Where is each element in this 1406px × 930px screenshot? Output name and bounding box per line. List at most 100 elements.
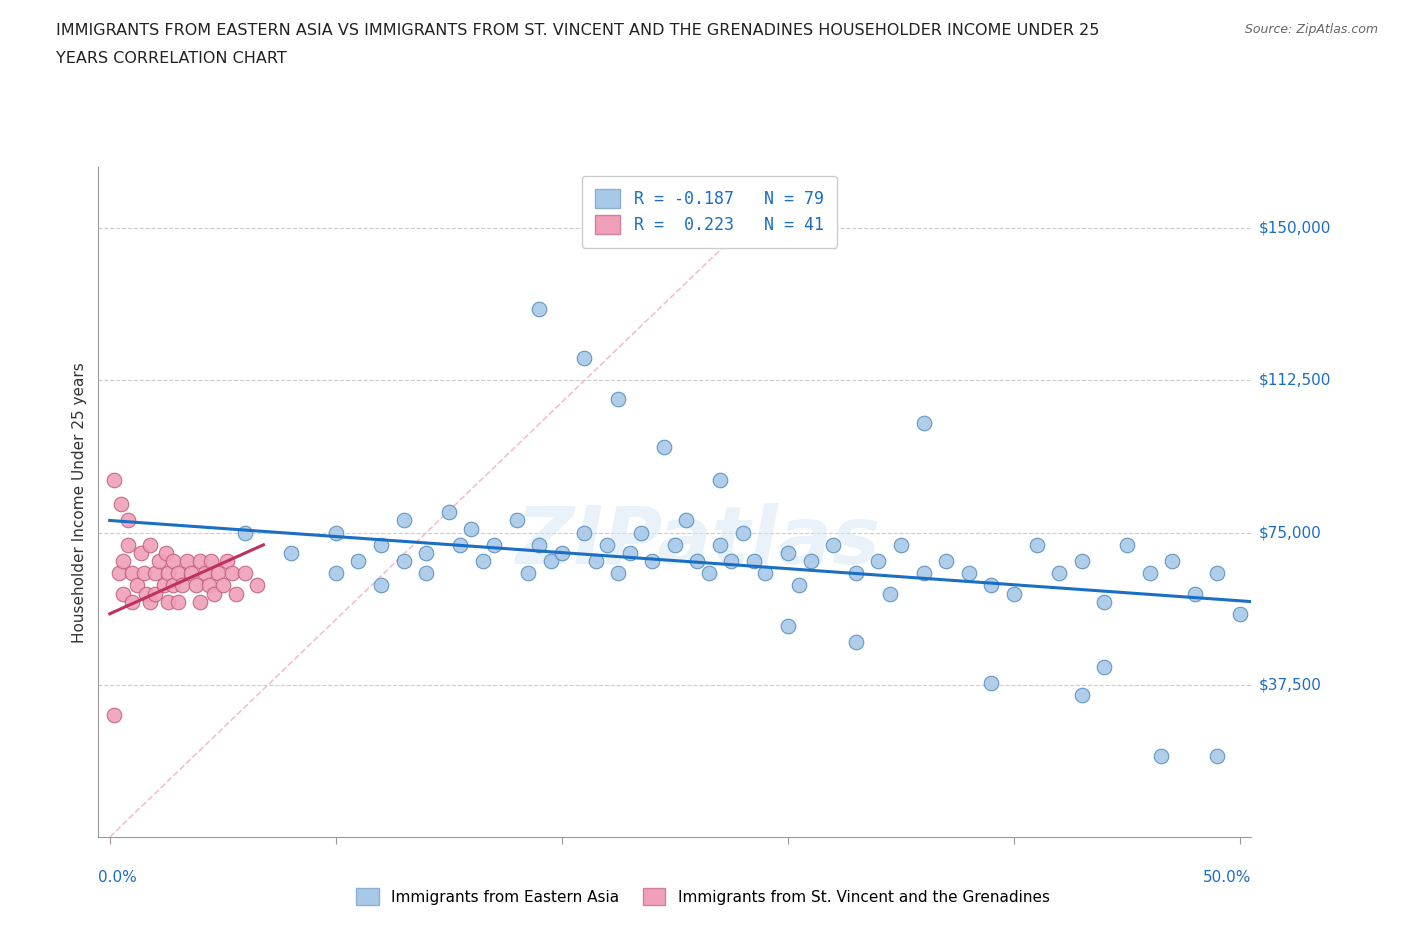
Point (184, 578, 207, 592)
Point (103, 708, 125, 723)
Point (1025, 538, 1047, 552)
Point (110, 497, 132, 512)
Point (157, 565, 180, 580)
Point (709, 472, 731, 487)
Point (619, 546, 641, 561)
Point (117, 538, 139, 552)
Point (370, 538, 392, 552)
Point (1161, 553, 1184, 568)
Point (135, 586, 157, 601)
Point (155, 546, 177, 561)
Point (652, 440, 675, 455)
Point (596, 538, 619, 552)
Point (845, 565, 868, 580)
Point (415, 546, 437, 561)
Point (980, 578, 1002, 592)
Text: Source: ZipAtlas.com: Source: ZipAtlas.com (1244, 23, 1378, 36)
Text: 0.0%: 0.0% (98, 870, 138, 884)
Point (720, 553, 742, 568)
Point (180, 565, 202, 580)
Text: $37,500: $37,500 (1258, 677, 1322, 692)
Point (845, 635, 868, 650)
Point (166, 565, 188, 580)
Point (607, 565, 630, 580)
Text: $112,500: $112,500 (1258, 373, 1330, 388)
Point (125, 578, 148, 592)
Point (166, 594, 188, 609)
Point (879, 586, 901, 601)
Point (132, 565, 155, 580)
Point (392, 553, 415, 568)
Point (823, 538, 845, 552)
Point (112, 586, 135, 601)
Point (742, 553, 765, 568)
Point (460, 521, 482, 536)
Point (641, 553, 664, 568)
Point (529, 302, 551, 317)
Point (246, 578, 269, 592)
Point (912, 565, 935, 580)
Point (194, 565, 217, 580)
Point (211, 578, 233, 592)
Point (1070, 553, 1092, 568)
Point (415, 565, 437, 580)
Point (170, 578, 193, 592)
Point (107, 565, 129, 580)
Point (585, 553, 607, 568)
Point (540, 553, 562, 568)
Point (516, 565, 538, 580)
Text: IMMIGRANTS FROM EASTERN ASIA VS IMMIGRANTS FROM ST. VINCENT AND THE GRENADINES H: IMMIGRANTS FROM EASTERN ASIA VS IMMIGRAN… (56, 23, 1099, 38)
Point (697, 565, 720, 580)
Point (574, 351, 596, 365)
Point (1139, 565, 1161, 580)
Point (1047, 565, 1070, 580)
Point (980, 675, 1002, 690)
Point (449, 538, 471, 552)
Point (890, 538, 912, 552)
Point (143, 586, 166, 601)
Point (1070, 687, 1092, 702)
Point (754, 565, 776, 580)
Point (505, 513, 527, 528)
Point (143, 565, 166, 580)
Point (221, 565, 243, 580)
Point (482, 538, 505, 552)
Point (529, 538, 551, 552)
Point (1002, 586, 1025, 601)
Point (607, 392, 630, 406)
Point (574, 525, 596, 540)
Point (235, 565, 257, 580)
Point (1206, 749, 1229, 764)
Text: 50.0%: 50.0% (1204, 870, 1251, 884)
Text: $75,000: $75,000 (1258, 525, 1322, 540)
Point (776, 618, 799, 633)
Point (207, 565, 229, 580)
Point (202, 586, 225, 601)
Point (630, 525, 652, 540)
Point (188, 594, 211, 609)
Point (551, 546, 574, 561)
Point (787, 578, 810, 592)
Point (157, 594, 180, 609)
Point (131, 546, 153, 561)
Point (709, 538, 731, 552)
Point (139, 594, 162, 609)
Point (148, 553, 170, 568)
Point (188, 553, 211, 568)
Point (162, 578, 184, 592)
Legend: R = -0.187   N = 79, R =  0.223   N = 41: R = -0.187 N = 79, R = 0.223 N = 41 (582, 176, 837, 247)
Point (471, 553, 494, 568)
Point (176, 553, 198, 568)
Point (392, 513, 415, 528)
Legend: Immigrants from Eastern Asia, Immigrants from St. Vincent and the Grenadines: Immigrants from Eastern Asia, Immigrants… (349, 880, 1057, 913)
Point (347, 553, 370, 568)
Point (198, 578, 221, 592)
Point (121, 565, 143, 580)
Point (200, 553, 222, 568)
Point (280, 546, 302, 561)
Point (731, 525, 754, 540)
Point (103, 472, 125, 487)
Point (370, 578, 392, 592)
Point (675, 513, 697, 528)
Text: ZIPatlas: ZIPatlas (516, 503, 880, 581)
